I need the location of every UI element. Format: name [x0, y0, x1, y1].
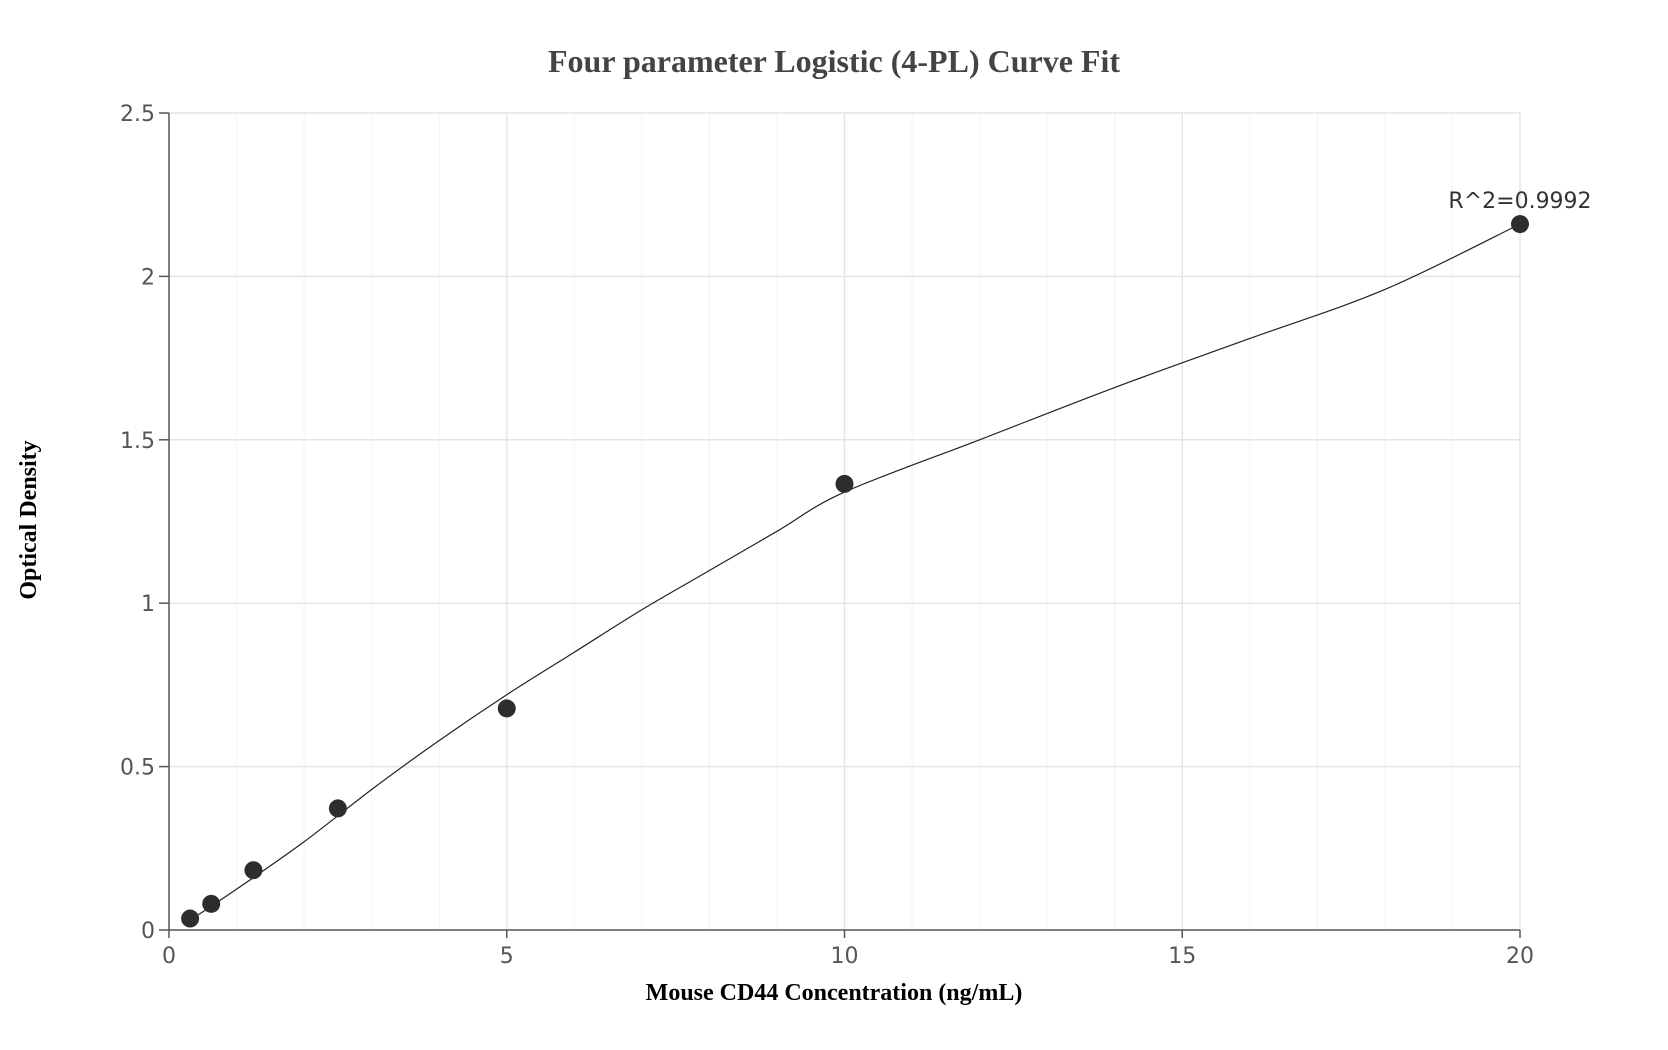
data-point [328, 799, 347, 818]
x-tick-label: 10 [831, 944, 859, 969]
chart-title: Four parameter Logistic (4-PL) Curve Fit [548, 43, 1120, 79]
y-tick-label: 0 [141, 919, 155, 944]
data-point [1511, 215, 1529, 234]
grid [169, 112, 1521, 930]
x-tick-label: 15 [1168, 944, 1196, 969]
x-tick-label: 20 [1506, 944, 1534, 969]
data-point [244, 861, 263, 880]
x-tick-label: 0 [162, 944, 176, 969]
data-point [835, 474, 854, 493]
x-tick-label: 5 [500, 944, 514, 969]
y-tick-label: 0.5 [120, 756, 155, 781]
data-point [202, 894, 221, 913]
y-tick-label: 1 [141, 592, 155, 617]
y-tick-label: 2.5 [120, 102, 155, 127]
x-axis-title: Mouse CD44 Concentration (ng/mL) [646, 980, 1023, 1006]
data-points [181, 215, 1529, 928]
fit-curve [189, 223, 1521, 921]
data-point [181, 909, 200, 928]
y-tick-label: 2 [141, 265, 155, 290]
ticks: 0 5 10 15 20 0 0.5 1 1.5 2 2.5 [120, 102, 1534, 969]
y-axis-title: Optical Density [16, 440, 42, 599]
y-tick-label: 1.5 [120, 429, 155, 454]
r-squared-annotation: R^2=0.9992 [1448, 189, 1591, 214]
data-point [497, 699, 516, 718]
